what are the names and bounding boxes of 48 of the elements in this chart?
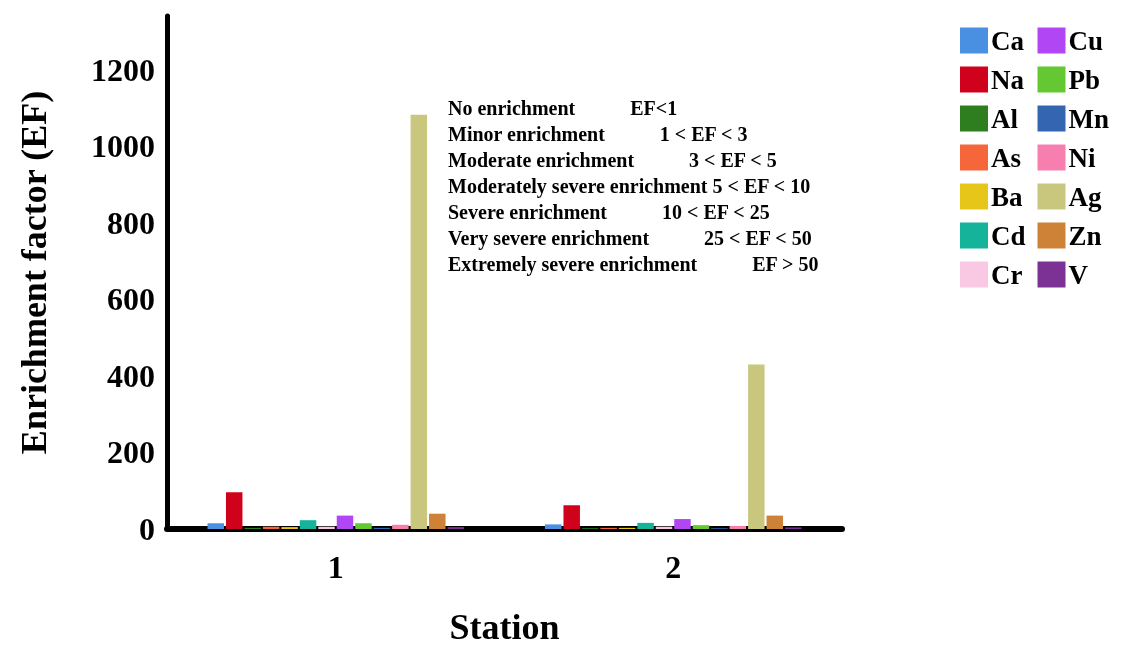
y-tick-label: 1200	[91, 51, 155, 88]
y-tick-label: 800	[107, 204, 155, 241]
x-tick-label: 2	[665, 549, 682, 585]
y-tick-label: 1000	[91, 128, 155, 165]
bar	[429, 513, 446, 529]
bar	[410, 114, 428, 529]
bar	[225, 492, 243, 529]
bar	[748, 364, 765, 529]
legend-label: Pb	[1068, 64, 1101, 95]
x-tick-label: 1	[327, 549, 344, 585]
bar	[392, 524, 409, 529]
legend-label: Mn	[1068, 103, 1109, 134]
annotation: No enrichment EF<1	[448, 97, 678, 119]
y-tick-label: 600	[107, 281, 155, 318]
legend-label: Cd	[990, 220, 1026, 251]
bar	[563, 505, 580, 529]
annotation: Very severe enrichment 25 < EF < 50	[448, 227, 812, 250]
annotation: Extremely severe enrichment EF > 50	[448, 253, 819, 276]
legend-label: V	[1068, 259, 1089, 290]
bar	[729, 525, 747, 529]
bar	[545, 524, 562, 529]
bar	[355, 523, 372, 529]
bar	[299, 520, 317, 529]
bar	[692, 525, 710, 529]
x-axis-title: Station	[449, 607, 560, 647]
annotation: Moderately severe enrichment 5 < EF < 10	[448, 175, 811, 198]
bar	[674, 519, 691, 529]
bar	[637, 522, 654, 529]
legend-label: Zn	[1068, 220, 1102, 251]
legend-label: Ba	[990, 181, 1023, 212]
bar	[207, 523, 224, 529]
legend-label: Cu	[1068, 25, 1104, 56]
legend-label: Al	[990, 103, 1019, 134]
legend-label: Ag	[1068, 181, 1102, 212]
legend-label: Ca	[990, 25, 1025, 56]
bar	[336, 515, 354, 529]
legend-label: Cr	[990, 259, 1023, 290]
y-tick-label: 200	[107, 434, 155, 471]
legend-label: Ni	[1068, 142, 1096, 173]
bar	[766, 515, 784, 529]
annotation: Moderate enrichment 3 < EF < 5	[448, 149, 777, 171]
y-tick-label: 0	[139, 511, 155, 547]
legend-label: Na	[990, 64, 1025, 95]
annotation: Minor enrichment 1 < EF < 3	[448, 123, 748, 145]
y-axis-title: Enrichment factor (EF)	[14, 90, 54, 455]
annotation: Severe enrichment 10 < EF < 25	[448, 201, 770, 223]
y-tick-label: 400	[107, 357, 155, 394]
legend-label: As	[990, 142, 1021, 173]
